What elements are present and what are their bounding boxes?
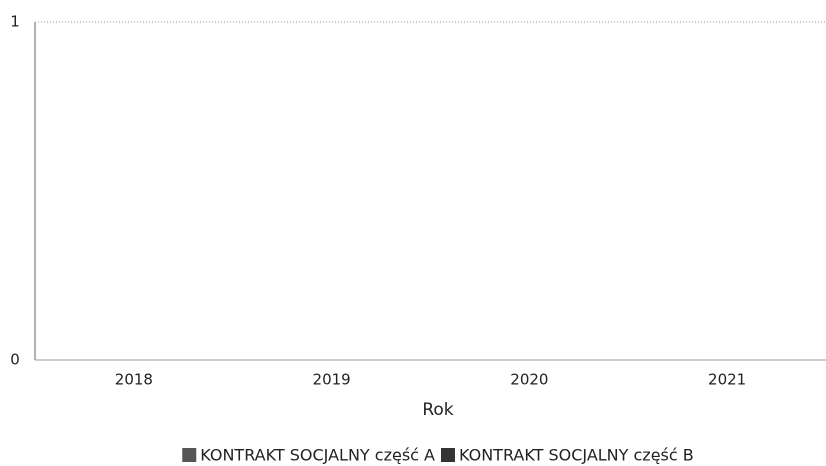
y-tick-label: 0 (10, 351, 20, 369)
legend-label: KONTRAKT SOCJALNY część B (459, 446, 694, 465)
x-tick-label: 2018 (115, 371, 153, 389)
legend-label: KONTRAKT SOCJALNY część A (200, 446, 435, 465)
x-tick-label: 2019 (313, 371, 351, 389)
legend-swatch (440, 448, 455, 462)
x-tick-label: 2021 (708, 371, 746, 389)
x-axis-label: Rok (422, 400, 453, 420)
y-tick-label: 1 (10, 13, 20, 31)
x-tick-label: 2020 (510, 371, 548, 389)
legend-swatch (182, 448, 197, 462)
